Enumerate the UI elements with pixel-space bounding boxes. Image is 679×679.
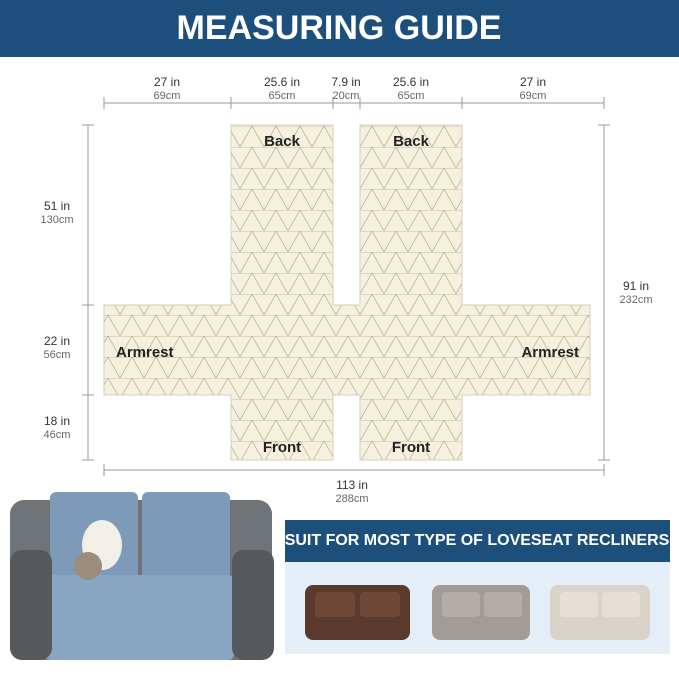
panel-label: Front — [392, 439, 430, 456]
panel-label: Back — [264, 133, 301, 150]
dimension-cm: 288cm — [335, 493, 368, 505]
dimension-inch: 22 in — [44, 334, 70, 348]
dimension-cm: 130cm — [40, 214, 73, 226]
dimension-inch: 7.9 in — [331, 75, 360, 89]
dimension-cm: 65cm — [269, 90, 296, 102]
dimension-inch: 18 in — [44, 414, 70, 428]
panel-label: Armrest — [521, 344, 579, 361]
cover-shape — [103, 124, 591, 461]
banner-text: SUIT FOR MOST TYPE OF LOVESEAT RECLINERS — [285, 532, 670, 549]
dimension-inch: 25.6 in — [393, 75, 429, 89]
dimension-lines — [82, 97, 610, 476]
dimension-inch: 27 in — [520, 75, 546, 89]
dimension-inch: 25.6 in — [264, 75, 300, 89]
panel-label: Armrest — [116, 344, 174, 361]
header-bar — [0, 0, 679, 57]
dimension-cm: 232cm — [619, 294, 652, 306]
dimension-cm: 69cm — [154, 90, 181, 102]
dimension-inch: 27 in — [154, 75, 180, 89]
dimension-cm: 46cm — [44, 429, 71, 441]
sofa-photo — [10, 492, 274, 660]
dimension-inch: 91 in — [623, 279, 649, 293]
dimension-cm: 69cm — [520, 90, 547, 102]
panel-label: Front — [263, 439, 301, 456]
dimension-inch: 113 in — [336, 478, 368, 492]
dimension-cm: 20cm — [333, 90, 360, 102]
dimension-inch: 51 in — [44, 199, 70, 213]
banner — [285, 520, 670, 562]
panel-label: Back — [393, 133, 430, 150]
dimension-cm: 65cm — [398, 90, 425, 102]
recliner-images — [305, 585, 650, 640]
title: MEASURING GUIDE — [177, 9, 502, 47]
dimension-cm: 56cm — [44, 349, 71, 361]
